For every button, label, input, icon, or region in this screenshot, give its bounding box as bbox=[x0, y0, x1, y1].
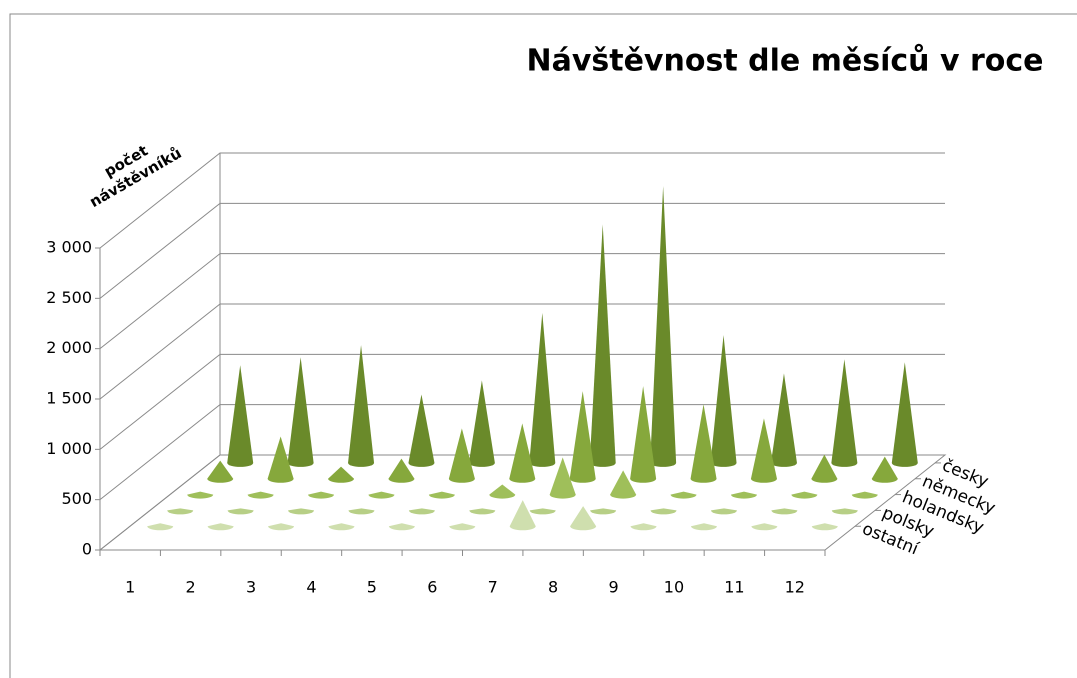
y-tick-label: 1 000 bbox=[46, 439, 92, 458]
y-tick-label: 500 bbox=[61, 489, 92, 508]
cone bbox=[670, 491, 697, 499]
cone bbox=[811, 523, 838, 531]
cone bbox=[288, 508, 315, 515]
cone bbox=[348, 345, 375, 467]
x-tick-label: 8 bbox=[548, 578, 558, 597]
x-tick-label: 6 bbox=[427, 578, 437, 597]
x-tick-label: 3 bbox=[246, 578, 256, 597]
cone bbox=[690, 404, 717, 483]
grid-line bbox=[99, 353, 945, 450]
cone bbox=[529, 312, 556, 467]
cone bbox=[791, 491, 818, 499]
cone bbox=[328, 523, 355, 531]
cone bbox=[770, 373, 797, 467]
cone bbox=[650, 186, 677, 467]
y-tick-label: 3 000 bbox=[46, 238, 92, 257]
y-axis-title: početnávštěvníků bbox=[77, 127, 185, 211]
cone bbox=[449, 523, 476, 531]
cone bbox=[368, 491, 395, 499]
cone bbox=[147, 523, 174, 531]
cone bbox=[348, 508, 375, 515]
cone bbox=[630, 386, 657, 483]
cone bbox=[751, 523, 778, 531]
cone bbox=[308, 491, 335, 499]
cone bbox=[388, 458, 415, 483]
cone bbox=[750, 418, 777, 483]
y-tick-label: 0 bbox=[82, 540, 92, 559]
cone bbox=[589, 224, 616, 467]
cone bbox=[590, 508, 617, 515]
x-tick-label: 2 bbox=[186, 578, 196, 597]
cone bbox=[851, 491, 878, 499]
cone bbox=[650, 508, 677, 515]
grid-line bbox=[99, 152, 945, 249]
cone bbox=[408, 508, 435, 515]
cone bbox=[570, 506, 597, 531]
cone bbox=[267, 436, 294, 483]
grid-line bbox=[99, 202, 945, 299]
chart-border bbox=[9, 13, 1077, 678]
cone bbox=[610, 470, 637, 499]
cone bbox=[831, 508, 858, 515]
cone bbox=[468, 380, 495, 467]
x-tick-label: 4 bbox=[306, 578, 316, 597]
x-tick-label: 10 bbox=[664, 578, 684, 597]
cone bbox=[710, 335, 737, 467]
cone bbox=[871, 456, 898, 483]
x-tick-label: 11 bbox=[724, 578, 744, 597]
x-tick-label: 9 bbox=[608, 578, 618, 597]
cone bbox=[549, 457, 576, 499]
y-tick-label: 2 000 bbox=[46, 338, 92, 357]
cone bbox=[771, 508, 798, 515]
grid-line bbox=[99, 404, 945, 501]
cone bbox=[187, 491, 214, 499]
cone bbox=[509, 500, 536, 531]
cone bbox=[891, 362, 918, 467]
cone bbox=[227, 365, 254, 467]
cone bbox=[489, 484, 516, 499]
chart-title: Návštěvnost dle měsíců v roce bbox=[526, 43, 1043, 79]
cone bbox=[831, 359, 858, 467]
cone bbox=[690, 523, 717, 531]
cone bbox=[630, 523, 657, 531]
cone bbox=[529, 508, 556, 515]
grid-line bbox=[99, 253, 945, 350]
cone bbox=[811, 454, 838, 483]
cone bbox=[207, 460, 234, 483]
x-tick-label: 12 bbox=[785, 578, 805, 597]
cone bbox=[448, 428, 475, 483]
cone bbox=[207, 523, 234, 531]
cone bbox=[247, 491, 274, 499]
grid-line bbox=[99, 303, 945, 400]
x-tick-label: 1 bbox=[125, 578, 135, 597]
cone bbox=[227, 508, 254, 515]
cone bbox=[730, 491, 757, 499]
cone bbox=[428, 491, 455, 499]
cone bbox=[569, 391, 596, 483]
cone bbox=[268, 523, 295, 531]
x-tick-label: 7 bbox=[488, 578, 498, 597]
cone bbox=[408, 394, 435, 467]
cone bbox=[509, 423, 536, 483]
cone bbox=[388, 523, 415, 531]
cone bbox=[469, 508, 496, 515]
y-tick-label: 1 500 bbox=[46, 389, 92, 408]
cone bbox=[328, 466, 355, 483]
cone bbox=[287, 357, 314, 467]
cone bbox=[167, 508, 194, 515]
x-tick-label: 5 bbox=[367, 578, 377, 597]
cone bbox=[710, 508, 737, 515]
y-tick-label: 2 500 bbox=[46, 288, 92, 307]
